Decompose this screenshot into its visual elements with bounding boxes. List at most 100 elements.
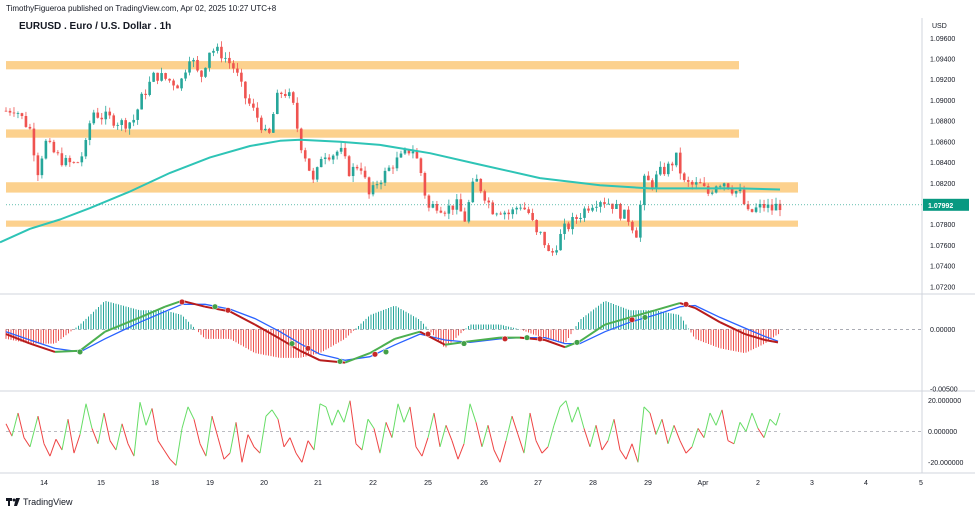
candle-body: [44, 140, 48, 159]
macd-cross-dot: [460, 340, 468, 347]
osc-line-segment: [535, 440, 543, 454]
candle-body: [12, 112, 16, 114]
candle-body: [407, 149, 411, 154]
candle-body: [228, 57, 231, 64]
osc-line-segment: [451, 440, 459, 460]
osc-tick-label: -20.000000: [928, 460, 964, 467]
time-tick-label: 26: [480, 480, 488, 487]
osc-line-segment: [385, 422, 393, 438]
macd-cross-dot: [628, 316, 636, 323]
osc-line-segment: [169, 458, 177, 466]
candle-body: [140, 93, 143, 110]
osc-line-segment: [673, 425, 681, 441]
osc-line-segment: [85, 403, 93, 429]
osc-line-segment: [457, 443, 465, 460]
macd-cross-dot: [76, 348, 84, 355]
osc-line-segment: [403, 406, 411, 423]
candle-body: [335, 151, 339, 156]
candle-body: [224, 57, 227, 59]
candle-body: [371, 185, 375, 195]
osc-line-segment: [163, 449, 171, 460]
price-tick-label: 1.09200: [930, 77, 955, 84]
time-tick-label: 21: [314, 480, 322, 487]
osc-line-segment: [43, 443, 51, 457]
candle-body: [710, 192, 714, 194]
candle-body: [200, 70, 203, 77]
osc-line-segment: [769, 418, 777, 426]
moving-average-line: [0, 138, 781, 244]
osc-line-segment: [301, 440, 309, 463]
osc-line-segment: [649, 412, 657, 435]
candle-body: [32, 128, 36, 156]
candle-body: [295, 102, 299, 129]
osc-line-segment: [67, 419, 75, 454]
price-tick-label: 1.09400: [930, 56, 955, 63]
candle-body: [68, 157, 72, 163]
candle-body: [491, 202, 495, 215]
osc-line-segment: [211, 415, 219, 438]
candle-body: [611, 203, 614, 209]
candle-body: [762, 203, 766, 208]
time-tick-label: 25: [424, 480, 432, 487]
candle-body: [156, 72, 159, 81]
candle-body: [132, 119, 135, 123]
candle-body: [451, 205, 455, 210]
candle-body: [555, 250, 558, 253]
candle-body: [120, 120, 124, 125]
osc-line-segment: [559, 400, 567, 408]
osc-line-segment: [475, 422, 483, 448]
candle-body: [758, 203, 762, 208]
osc-line-segment: [265, 409, 273, 417]
osc-line-segment: [91, 428, 99, 444]
candle-body: [367, 177, 371, 195]
candle-body: [268, 128, 271, 133]
candle-body: [275, 92, 279, 115]
osc-line-segment: [37, 415, 45, 444]
candle-body: [260, 117, 263, 131]
time-tick-label: 15: [97, 480, 105, 487]
candle-body: [208, 52, 211, 68]
candle-body: [439, 210, 443, 213]
osc-line-segment: [667, 425, 675, 444]
macd-line-segment: [629, 309, 656, 319]
candle-body: [96, 112, 100, 118]
candle-body: [92, 112, 96, 124]
candle-body: [623, 209, 626, 219]
macd-cross-dot: [536, 335, 544, 342]
candle-body: [184, 72, 187, 79]
time-tick-label: 14: [40, 480, 48, 487]
time-tick-label: 20: [260, 480, 268, 487]
candle-body: [535, 219, 538, 233]
price-tick-label: 1.07800: [930, 222, 955, 229]
osc-line-segment: [73, 434, 81, 454]
candle-body: [84, 140, 88, 157]
candle-body: [148, 81, 151, 95]
candle-body: [164, 73, 167, 79]
osc-line-segment: [661, 419, 669, 444]
candle-body: [64, 157, 68, 166]
candle-body: [264, 128, 267, 131]
candle-body: [635, 230, 638, 238]
candle-body: [690, 181, 694, 185]
macd-line-segment: [79, 330, 106, 352]
osc-line-segment: [511, 415, 519, 435]
candle-body: [547, 245, 550, 252]
candle-body: [4, 110, 8, 112]
macd-cross-dot: [224, 307, 232, 314]
osc-line-segment: [229, 422, 237, 454]
candle-body: [742, 189, 746, 205]
candle-body: [220, 46, 223, 59]
price-tick-label: 1.08200: [930, 181, 955, 188]
candle-body: [670, 163, 674, 166]
candle-body: [76, 162, 80, 164]
time-tick-label: 18: [151, 480, 159, 487]
candle-body: [595, 206, 598, 208]
candle-body: [152, 72, 155, 82]
osc-line-segment: [139, 402, 147, 426]
osc-line-segment: [331, 409, 339, 426]
candle-body: [331, 155, 335, 160]
macd-line-segment: [744, 333, 766, 341]
candle-body: [399, 153, 403, 158]
osc-line-segment: [637, 406, 645, 463]
macd-line-segment: [419, 330, 446, 346]
